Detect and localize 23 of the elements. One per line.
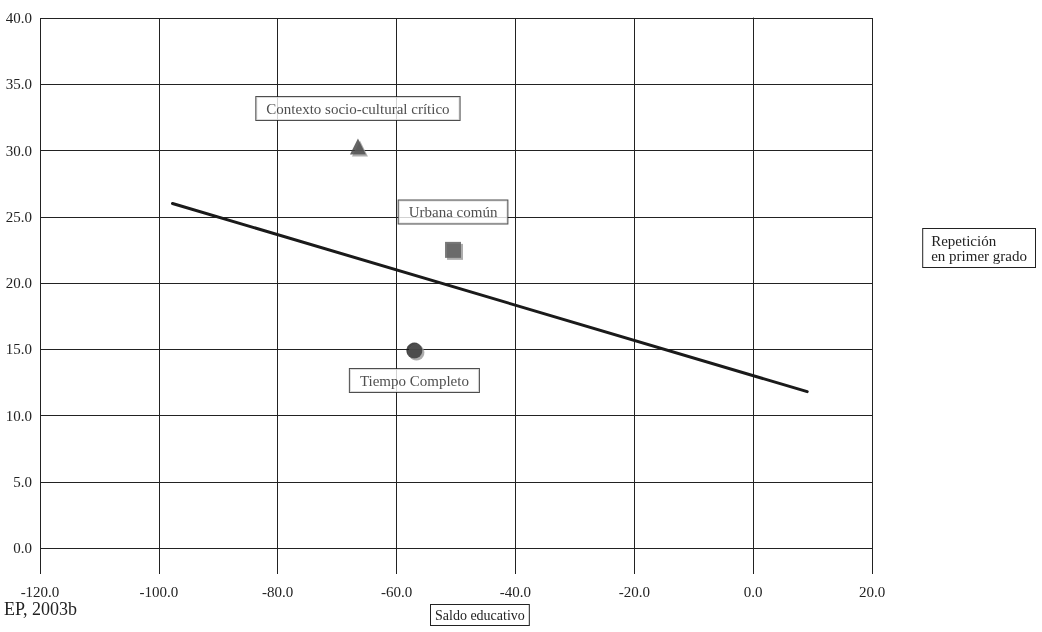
- series-label: Tiempo Completo: [359, 372, 469, 389]
- y-tick-label: 5.0: [13, 473, 32, 490]
- x-tick-label: -40.0: [499, 583, 532, 600]
- y-tick-label: 0.0: [13, 540, 32, 556]
- x-tick-label: -120.0: [20, 583, 60, 600]
- y-tick-label: 35.0: [5, 76, 32, 93]
- text: EP, 2003b: [4, 599, 78, 619]
- x-axis-title: Saldo educativo: [435, 607, 525, 623]
- y-tick-label: 20.0: [5, 275, 32, 291]
- x-tick-label: -60.0: [380, 583, 413, 600]
- y-tick-label: 40.0: [5, 10, 32, 26]
- y-tick-label: 30.0: [5, 142, 32, 159]
- x-tick-label: -80.0: [262, 583, 294, 600]
- x-tick-label: -20.0: [618, 583, 650, 600]
- y-tick-label: 15.0: [5, 341, 32, 358]
- y-tick-label: 10.0: [5, 407, 32, 424]
- y-tick-label: 25.0: [5, 208, 32, 225]
- x-tick-label: -100.0: [139, 583, 179, 600]
- x-tick-label: 0.0: [743, 583, 763, 600]
- series-label: Contexto socio-cultural crítico: [266, 100, 450, 117]
- series-label: Urbana común: [408, 203, 498, 220]
- x-tick-label: 20.0: [858, 583, 886, 600]
- y-axis-title: Repetición en primer grado: [931, 232, 1027, 264]
